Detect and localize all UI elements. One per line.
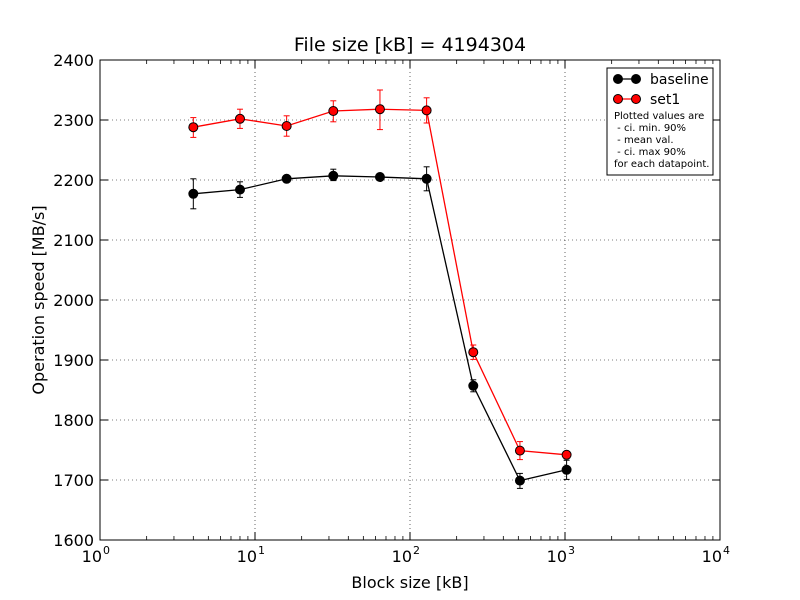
data-point-set1: [328, 106, 339, 116]
x-tick-exponent: 3: [568, 544, 575, 557]
data-point-set1: [374, 104, 385, 115]
data-point-baseline: [514, 475, 525, 486]
legend-note-line-5: for each datapoint.: [614, 159, 709, 170]
legend-note-line-3: - mean val.: [614, 135, 674, 146]
x-tick-exponent: 2: [413, 544, 420, 557]
x-tick-label: 10: [702, 547, 722, 566]
y-axis-label: Operation speed [MB/s]: [29, 205, 48, 394]
legend-note-line-1: Plotted values are: [614, 111, 704, 122]
series-group: [188, 89, 572, 489]
legend-swatch-marker-baseline-right: [631, 74, 641, 84]
y-tick-label: 2200: [53, 171, 94, 190]
x-tick-exponent: 4: [723, 544, 730, 557]
y-tick-label: 2100: [53, 231, 94, 250]
data-point-baseline: [561, 464, 572, 475]
legend-label-baseline: baseline: [650, 72, 709, 88]
data-point-set1: [281, 121, 292, 131]
data-point-baseline: [328, 170, 339, 181]
legend-note-line-4: - ci. max 90%: [614, 147, 686, 158]
data-point-baseline: [374, 172, 385, 182]
data-point-baseline: [421, 173, 432, 184]
y-tick-label: 2000: [53, 291, 94, 310]
legend-label-set1: set1: [650, 92, 680, 108]
data-point-baseline: [234, 184, 245, 195]
y-tick-label: 1800: [53, 411, 94, 430]
data-point-set1: [421, 105, 432, 116]
y-tick-label: 2300: [53, 111, 94, 130]
legend: baseline set1 Plotted values are - ci. m…: [606, 67, 714, 176]
x-tick-exponent: 1: [258, 544, 265, 557]
data-point-set1: [561, 449, 572, 460]
data-point-set1: [188, 122, 199, 133]
data-point-baseline: [468, 380, 479, 391]
tick-marks: [99, 59, 721, 541]
data-point-set1: [468, 347, 479, 358]
legend-swatch-marker-set1-left: [613, 94, 623, 104]
legend-box: [606, 67, 714, 176]
legend-swatch-marker-baseline-left: [613, 74, 623, 84]
legend-swatch-marker-set1-right: [631, 94, 641, 104]
series-baseline: [188, 166, 572, 489]
x-tick-label: 10: [547, 547, 567, 566]
legend-note-line-2: - ci. min. 90%: [614, 123, 686, 134]
data-point-set1: [234, 113, 245, 124]
x-tick-label: 10: [392, 547, 412, 566]
y-tick-label: 1900: [53, 351, 94, 370]
chart-title: File size [kB] = 4194304: [294, 34, 526, 56]
y-tick-label: 1700: [53, 471, 94, 490]
x-tick-label: 10: [237, 547, 257, 566]
x-tick-exponent: 0: [103, 544, 110, 557]
data-point-set1: [514, 445, 525, 456]
x-tick-label: 10: [82, 547, 102, 566]
y-tick-labels: 1600 1700 1800 1900 2000 2100 2200 2300 2400: [53, 51, 94, 550]
data-point-baseline: [281, 173, 292, 184]
y-tick-label: 1600: [53, 531, 94, 550]
data-point-baseline: [188, 188, 199, 199]
y-tick-label: 2400: [53, 51, 94, 70]
series-set1: [188, 89, 572, 461]
x-axis-label: Block size [kB]: [351, 573, 468, 592]
x-tick-labels: 10 0 10 1 10 2 10 3 10 4: [82, 544, 730, 566]
